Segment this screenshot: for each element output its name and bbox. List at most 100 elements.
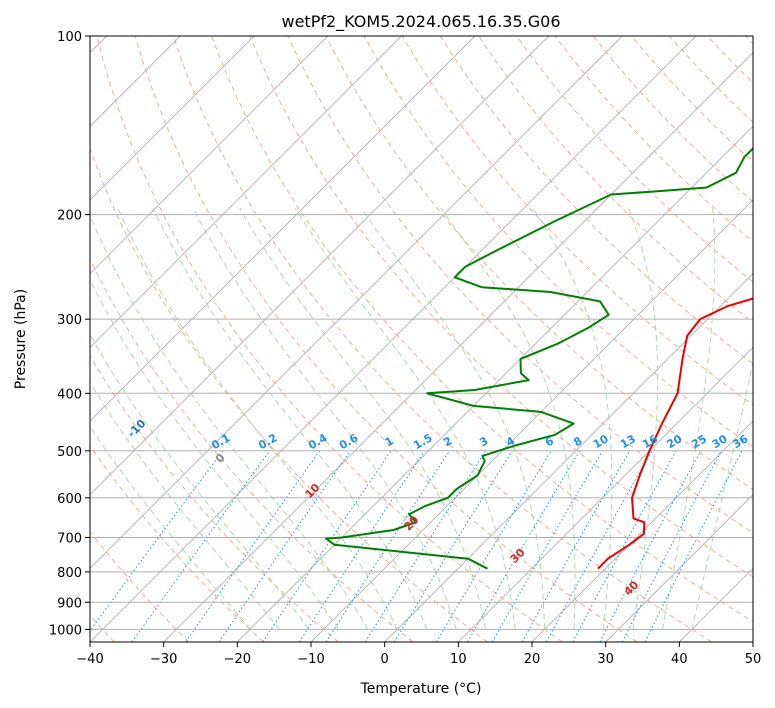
mixing-ratio-label: 30: [710, 432, 730, 451]
mixing-ratio-line: [90, 450, 224, 632]
mixing-ratio-label: 3: [477, 434, 490, 449]
moist-adiabat: [90, 333, 310, 630]
mixing-ratio-label: 1.5: [411, 431, 434, 452]
background-lines: [90, 36, 753, 642]
moist-adiabat: [532, 207, 613, 630]
mixing-ratio-line: [262, 450, 392, 642]
moist-adiabat: [360, 207, 546, 630]
temperature-profile-line: [597, 297, 753, 570]
x-tick-label: 20: [524, 652, 541, 667]
pressure-grid: [90, 36, 753, 630]
isotherm-line: [90, 36, 623, 569]
mixing-ratio-line: [325, 450, 451, 642]
y-tick-label: 200: [57, 209, 82, 224]
x-tick-label: 0: [381, 652, 389, 667]
dry-adiabat: [401, 36, 753, 406]
dry-adiabat: [745, 36, 753, 45]
mixing-ratio-line: [435, 450, 552, 642]
mixing-ratio-label: 13: [618, 432, 638, 451]
isotherm-line: [752, 641, 753, 642]
y-tick-label: 100: [57, 30, 82, 45]
y-tick-label: 1000: [49, 623, 82, 638]
dry-adiabat: [554, 36, 753, 243]
mixing-ratio-line: [644, 450, 743, 642]
isotherm-line: [90, 36, 476, 422]
moist-adiabat: [239, 207, 487, 630]
isotherm-line: [90, 36, 255, 201]
x-tick-label: −20: [224, 652, 251, 667]
moist-adiabat: [90, 425, 251, 630]
y-tick-label: 900: [57, 596, 82, 611]
dry-adiabat: [90, 444, 264, 642]
isotherm-line: [90, 36, 697, 642]
x-tick-label: −30: [150, 652, 177, 667]
dry-adiabat-label: 0: [213, 451, 228, 466]
moist-adiabat: [90, 214, 369, 630]
x-axis-label: Temperature (°C): [360, 681, 482, 697]
mixing-ratio-line: [218, 450, 351, 642]
dry-adiabat: [90, 530, 190, 642]
mixing-ratio-line: [572, 450, 677, 642]
isotherm-line: [384, 273, 753, 642]
x-tick-label: 40: [671, 652, 688, 667]
mixing-ratio-line: [545, 450, 653, 642]
dry-adiabat: [90, 354, 339, 642]
mixing-ratio-label: 0.1: [209, 431, 232, 452]
mixing-ratio-line: [185, 450, 321, 642]
mixing-ratio-label: 0.2: [256, 431, 279, 452]
dry-adiabat: [287, 36, 753, 534]
dry-adiabat-label: 30: [508, 546, 528, 566]
mixing-ratio-label: 0.4: [306, 431, 330, 452]
dewpoint-profile-line: [325, 146, 753, 570]
curve-labels: 0.10.20.40.611.52346810131620253036-100-…: [125, 417, 750, 599]
isotherm-line: [605, 494, 753, 642]
isotherm-line: [163, 52, 753, 642]
dry-adiabat: [172, 36, 712, 642]
moist-adiabat: [691, 360, 753, 630]
x-tick-label: −40: [76, 652, 103, 667]
chart-title: wetPf2_KOM5.2024.065.16.35.G06: [281, 12, 560, 32]
x-tick-label: 10: [450, 652, 467, 667]
y-tick-label: 600: [57, 492, 82, 507]
mixing-ratio-label: 25: [689, 432, 709, 451]
dry-adiabat-label: -10: [125, 417, 148, 440]
dry-adiabat: [440, 36, 753, 365]
dry-adiabat-label: 40: [621, 578, 641, 598]
y-tick-label: 300: [57, 313, 82, 328]
mixing-ratio-label: 10: [591, 432, 611, 451]
mixing-ratio-line: [298, 450, 426, 642]
sounding-series: [325, 146, 753, 570]
x-tick-label: 50: [745, 652, 762, 667]
y-axis-label: Pressure (hPa): [13, 289, 29, 389]
dry-adiabat: [516, 36, 753, 283]
mixing-ratio-line: [599, 450, 702, 642]
isotherm-line: [237, 125, 753, 642]
y-tick-label: 400: [57, 387, 82, 402]
mixing-ratio-line: [521, 450, 631, 642]
isotherm-line: [458, 346, 753, 642]
plot-frame: [89, 35, 754, 643]
moist-adiabat: [661, 208, 716, 630]
moist-adiabat: [152, 207, 428, 630]
isotherm-line: [679, 567, 753, 642]
mixing-ratio-label: 8: [571, 434, 584, 449]
moist-adiabat: [90, 381, 280, 630]
mixing-ratio-line: [131, 450, 271, 642]
moist-adiabat: [192, 207, 457, 630]
dry-adiabat: [211, 36, 753, 623]
dry-adiabat: [707, 36, 753, 84]
moist-adiabat: [90, 278, 339, 630]
mixing-ratio-label: 20: [665, 432, 685, 451]
dry-adiabat: [669, 36, 753, 124]
dry-adiabat: [90, 147, 488, 642]
mixing-ratio-label: 1: [383, 434, 396, 449]
y-tick-label: 500: [57, 445, 82, 460]
dry-adiabat: [90, 257, 414, 642]
isotherm-line: [90, 36, 328, 275]
mixing-ratio-label: 6: [543, 434, 556, 449]
moist-adiabat: [117, 207, 398, 630]
moist-adiabat: [627, 207, 659, 630]
moist-adiabat: [440, 207, 576, 630]
x-tick-label: 30: [597, 652, 614, 667]
